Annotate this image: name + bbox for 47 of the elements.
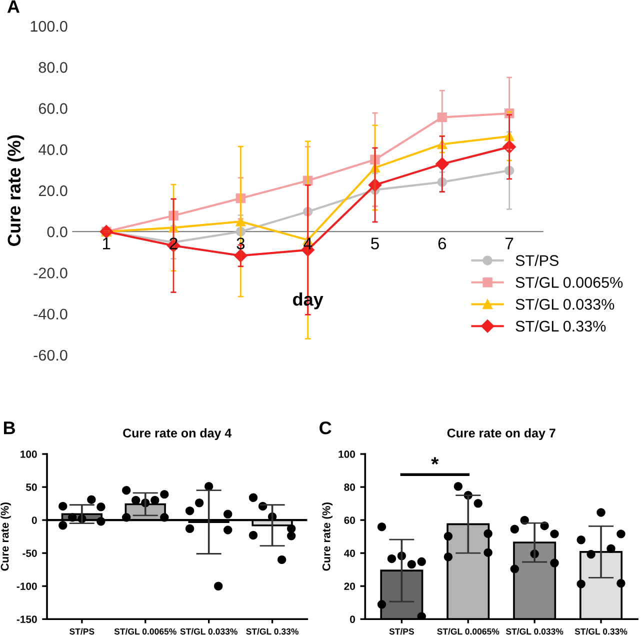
y-tick-label: 80 bbox=[344, 484, 355, 491]
legend-label: ST/GL 0.0065% bbox=[516, 276, 623, 288]
annotation: * bbox=[431, 457, 439, 464]
y-tick-label: 0 bbox=[350, 616, 355, 623]
x-tick-label: ST/GL 0.0065% bbox=[114, 628, 176, 635]
y-tick-label: 100.0 bbox=[30, 20, 68, 32]
text: B bbox=[4, 422, 15, 434]
legend-label: ST/GL 0.033% bbox=[516, 298, 614, 310]
y-tick-label: 40 bbox=[344, 550, 355, 557]
x-tick-label: 7 bbox=[506, 238, 514, 250]
x-tick-label: 6 bbox=[438, 238, 446, 250]
y-tick-label: -150 bbox=[16, 616, 37, 623]
y-tick-label: 100 bbox=[338, 450, 355, 458]
y-axis-title: Cure rate (%) bbox=[0, 502, 11, 571]
y-tick-label: 60 bbox=[344, 516, 355, 524]
y-tick-label: -50 bbox=[22, 550, 37, 557]
y-tick-label: -20.0 bbox=[34, 268, 68, 278]
x-tick-label: ST/GL 0.033% bbox=[506, 628, 564, 635]
y-tick-label: -100 bbox=[16, 582, 37, 590]
y-tick-label: 100 bbox=[20, 450, 37, 458]
y-tick-label: 60.0 bbox=[38, 103, 68, 114]
y-tick-label: 80.0 bbox=[38, 62, 68, 73]
x-tick-label: 2 bbox=[170, 238, 178, 250]
y-tick-label: -60.0 bbox=[34, 350, 68, 361]
legend-label: ST/GL 0.33% bbox=[516, 320, 606, 332]
y-tick-label: 20.0 bbox=[38, 185, 68, 196]
x-tick-label: ST/PS bbox=[389, 628, 414, 635]
y-tick-label: -40.0 bbox=[34, 308, 68, 320]
x-tick-label: 5 bbox=[371, 238, 379, 250]
x-tick-label: ST/GL 0.033% bbox=[180, 628, 238, 635]
y-tick-label: 0.0 bbox=[47, 226, 68, 238]
legend-label: ST/PS bbox=[516, 254, 558, 266]
chart-title: Cure rate on day 7 bbox=[447, 428, 556, 440]
x-tick-label: 1 bbox=[102, 238, 110, 250]
x-tick-label: ST/GL 0.33% bbox=[574, 628, 628, 635]
y-tick-label: 40.0 bbox=[38, 144, 68, 156]
y-tick-label: 50 bbox=[26, 484, 37, 491]
x-tick-label: ST/GL 0.0065% bbox=[437, 628, 500, 635]
x-tick-label: ST/PS bbox=[70, 628, 94, 635]
y-tick-label: 0 bbox=[32, 516, 37, 524]
y-tick-label: 20 bbox=[344, 582, 355, 590]
chart-title: Cure rate on day 4 bbox=[123, 428, 232, 440]
text: A bbox=[7, 0, 20, 13]
y-axis-title: Cure rate (%) bbox=[322, 502, 332, 571]
y-axis-title: Cure rate (%) bbox=[7, 135, 24, 246]
x-tick-label: ST/GL 0.33% bbox=[246, 628, 298, 635]
text: C bbox=[320, 421, 332, 434]
